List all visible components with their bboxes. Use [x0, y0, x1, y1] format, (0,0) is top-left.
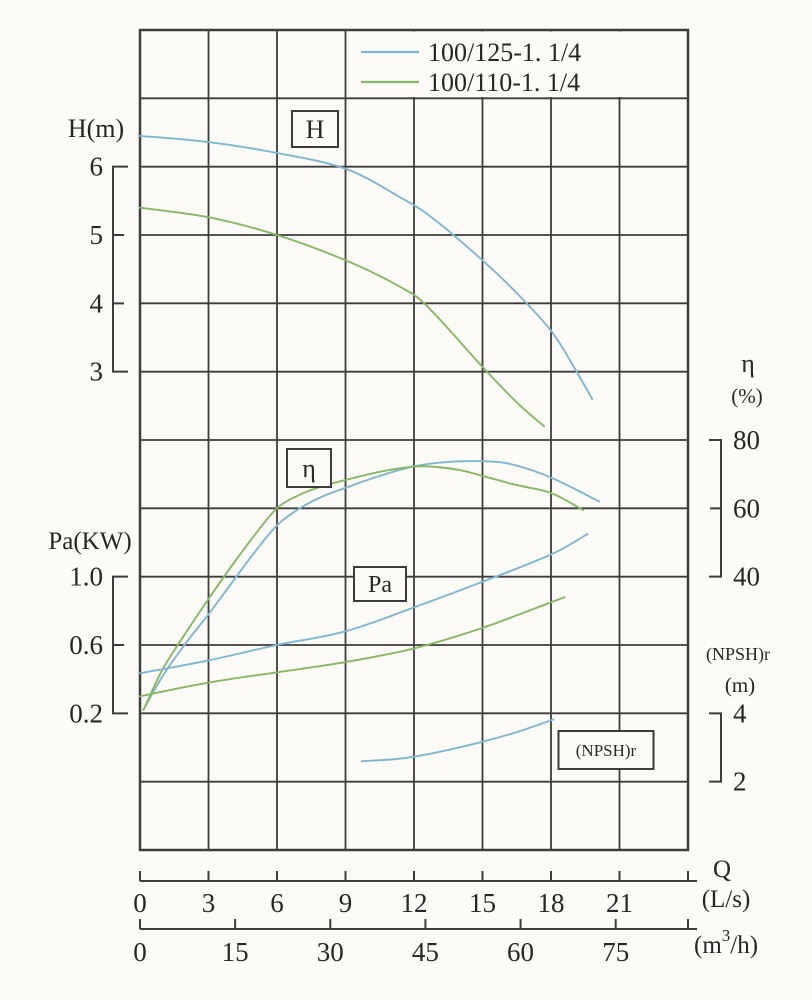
x-tick-label-lps: 6: [270, 888, 284, 918]
x-scale-lps-labels: 0 3 6 9 12 15 18 21 Q (L/s): [133, 856, 750, 918]
annotation-box: [353, 566, 407, 602]
axis-tick-label: 2: [733, 767, 747, 797]
axis-tick-label: 5: [90, 220, 104, 250]
x-tick-label-lps: 9: [339, 888, 353, 918]
curve-NPSHr-100-125: [360, 718, 555, 763]
x-scale-m3h: [139, 919, 697, 930]
grid-outer-border: [138, 28, 690, 852]
axis-title: η: [741, 349, 755, 378]
axis-Pa: 1.0 0.6 0.2 Pa(KW): [48, 528, 131, 728]
legend-item-100-110-1-1-4: 100/110-1. 1/4: [361, 68, 580, 97]
curve-Pa-100-125: [139, 533, 589, 675]
axis-eta: 80 60 40 η (%): [709, 349, 763, 592]
x-axis-title: Q: [713, 856, 731, 883]
annotation-npsh: (NPSH)r: [557, 730, 655, 770]
legend-label: 100/125-1. 1/4: [428, 38, 581, 67]
axis-tick-label: 1.0: [69, 562, 103, 592]
axis-title: H(m): [68, 114, 124, 143]
x-tick-label-m3h: 75: [602, 937, 629, 967]
plot-grid: [140, 30, 688, 850]
curve-H-100-125: [139, 134, 594, 400]
x-tick-label-m3h: 45: [412, 937, 439, 967]
annotation-label: H: [306, 115, 325, 144]
axis-bracket: [112, 575, 128, 715]
x-axis-unit-m3h: (m3/h): [694, 926, 758, 959]
x-scale-m3h-labels: 0 15 30 45 60 75 (m3/h): [133, 926, 758, 967]
axis-tick-label: 80: [733, 425, 760, 455]
annotation-label: Pa: [368, 572, 392, 598]
x-axis-unit-lps: (L/s): [702, 886, 751, 913]
axis-bracket: [112, 165, 128, 373]
curve-eta-100-110: [142, 465, 584, 711]
axis-tick-label: 40: [733, 562, 760, 592]
axis-npsh: 4 2 (NPSH)r (m): [706, 644, 770, 797]
legend-patch: [348, 31, 686, 97]
axis-bracket: [709, 712, 722, 783]
axis-title: (NPSH)r: [706, 644, 770, 665]
curve-H-100-110: [139, 206, 546, 428]
curve-Pa-100-110: [139, 596, 566, 698]
annotation-label: (NPSH)r: [576, 741, 637, 760]
x-tick-label-lps: 3: [202, 888, 216, 918]
axis-title: Pa(KW): [48, 528, 131, 555]
x-tick-label-lps: 0: [133, 888, 147, 918]
annotation-Pa: Pa: [353, 566, 407, 602]
x-scale-lps: [139, 871, 697, 882]
axis-bracket: [709, 439, 722, 578]
annotation-H: H: [291, 110, 339, 148]
annotation-eta: η: [286, 448, 332, 488]
annotation-box: [557, 730, 655, 770]
annotation-box: [291, 110, 339, 148]
annotation-label: η: [302, 454, 316, 483]
axis-tick-label: 0.6: [69, 630, 103, 660]
x-tick-label-m3h: 15: [222, 937, 249, 967]
axis-subtitle: (m): [725, 673, 755, 697]
legend-label: 100/110-1. 1/4: [428, 68, 580, 97]
x-tick-label-m3h: 60: [507, 937, 534, 967]
x-tick-label-lps: 15: [469, 888, 496, 918]
axis-subtitle: (%): [731, 384, 762, 408]
axis-tick-label: 60: [733, 493, 760, 523]
x-tick-label-m3h: 30: [317, 937, 344, 967]
axis-tick-label: 3: [90, 357, 104, 387]
axis-H: 6 5 4 3 H(m): [68, 114, 128, 387]
axis-tick-label: 4: [90, 288, 104, 318]
x-tick-label-lps: 12: [401, 888, 428, 918]
axis-tick-label: 6: [90, 152, 104, 182]
x-tick-label-lps: 18: [538, 888, 565, 918]
axis-tick-label: 4: [733, 698, 747, 728]
curves: [139, 134, 600, 763]
x-tick-label-lps: 21: [606, 888, 633, 918]
curve-eta-100-125: [142, 460, 600, 711]
x-tick-label-m3h: 0: [133, 937, 147, 967]
axis-tick-label: 0.2: [69, 698, 103, 728]
legend-item-100-125-1-1-4: 100/125-1. 1/4: [361, 38, 581, 67]
annotation-box: [286, 448, 332, 488]
